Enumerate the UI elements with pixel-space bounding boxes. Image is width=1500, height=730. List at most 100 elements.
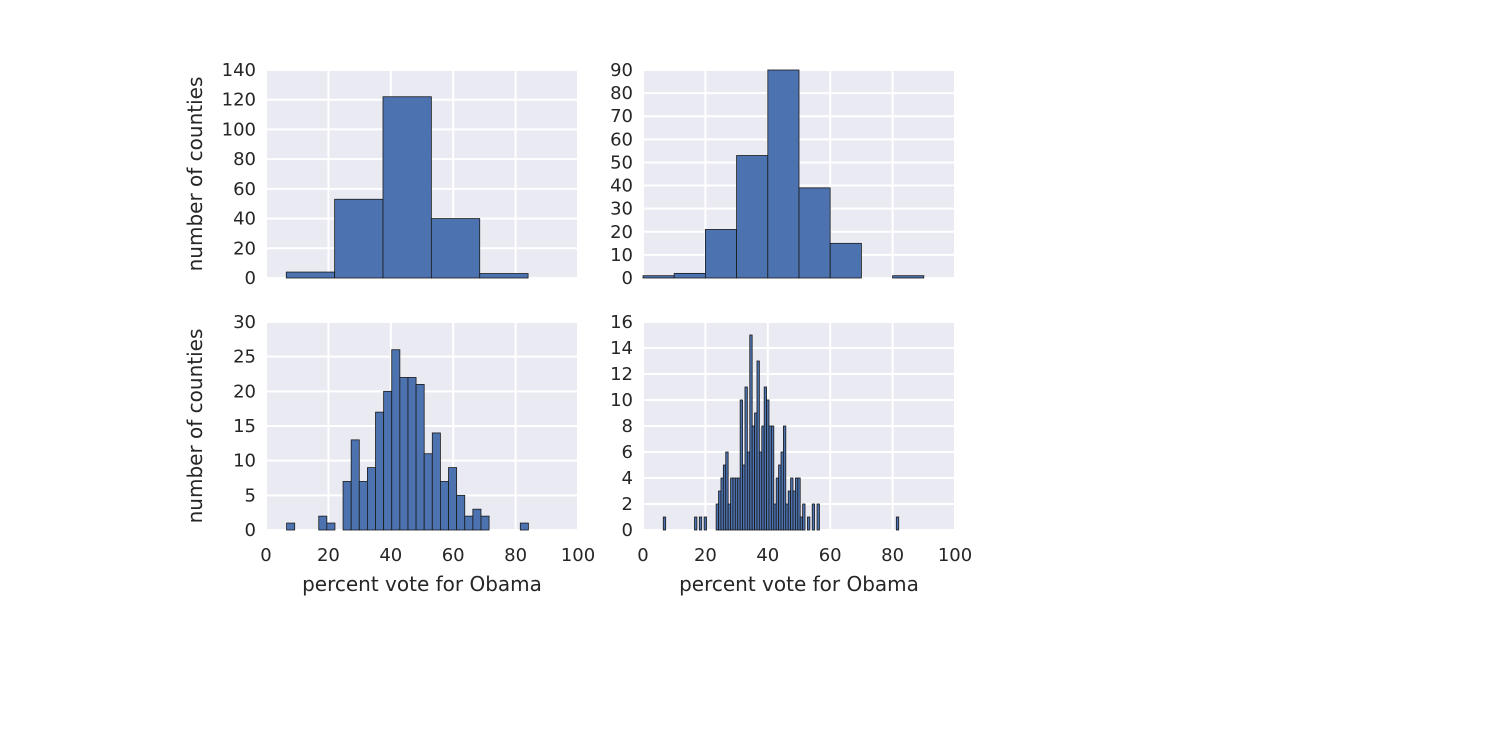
- histogram-bar: [285, 271, 336, 279]
- y-tick-label: 10: [233, 451, 256, 472]
- x-tick-label: 20: [317, 545, 340, 566]
- histogram-bar: [892, 275, 925, 279]
- y-tick-label: 30: [610, 199, 633, 220]
- y-tick-label: 2: [622, 494, 633, 515]
- y-tick-label: 0: [622, 520, 633, 541]
- histogram-bar: [816, 503, 820, 531]
- histogram-bar: [423, 453, 433, 531]
- histogram-bar: [480, 515, 490, 531]
- x-tick-label: 100: [938, 545, 972, 566]
- x-axis-label: percent vote for Obama: [679, 572, 919, 596]
- histogram-bar: [673, 272, 706, 279]
- histogram-bar: [694, 516, 698, 531]
- histogram-bar: [642, 275, 675, 279]
- y-tick-label: 40: [610, 176, 633, 197]
- histogram-bar: [756, 360, 760, 531]
- histogram-bar: [705, 229, 738, 279]
- histogram-bar: [519, 522, 529, 531]
- y-tick-label: 12: [610, 364, 633, 385]
- histogram-bar: [407, 377, 417, 531]
- histogram-bar: [725, 451, 729, 531]
- x-tick-label: 0: [637, 545, 648, 566]
- y-tick-label: 20: [233, 238, 256, 259]
- histogram-bar: [797, 477, 801, 531]
- y-tick-label: 5: [245, 485, 256, 506]
- histogram-bar: [456, 494, 466, 531]
- y-axis-label: number of counties: [183, 77, 207, 272]
- histogram-bar: [448, 467, 458, 531]
- histogram-bar: [895, 516, 900, 531]
- histogram-bar: [431, 432, 441, 531]
- histogram-bar: [375, 411, 385, 531]
- histogram-bar: [318, 515, 328, 531]
- histogram-bar: [358, 481, 368, 531]
- y-tick-label: 10: [610, 245, 633, 266]
- y-tick-label: 40: [233, 209, 256, 230]
- histogram-bar: [334, 198, 384, 279]
- histogram-bar: [770, 425, 775, 531]
- x-tick-label: 80: [504, 545, 527, 566]
- y-tick-label: 20: [233, 381, 256, 402]
- y-tick-label: 0: [245, 268, 256, 289]
- histogram-bar: [698, 516, 703, 531]
- histogram-bar: [326, 522, 336, 531]
- histogram-bar: [472, 508, 482, 531]
- histogram-bar: [767, 69, 800, 279]
- y-tick-label: 90: [610, 60, 633, 81]
- x-tick-label: 20: [694, 545, 717, 566]
- histogram-bar: [382, 96, 432, 279]
- histogram-bar: [464, 515, 474, 531]
- histogram-bar: [807, 516, 811, 531]
- x-tick-label: 80: [881, 545, 904, 566]
- y-tick-label: 30: [233, 312, 256, 333]
- histogram-bar: [703, 516, 707, 531]
- histogram-bar: [440, 481, 449, 531]
- histogram-bar: [479, 273, 529, 279]
- histogram-bar: [783, 425, 787, 531]
- x-tick-label: 60: [819, 545, 842, 566]
- histogram-bar: [415, 383, 425, 531]
- histogram-bar: [802, 503, 806, 531]
- y-tick-label: 80: [233, 149, 256, 170]
- y-tick-label: 100: [222, 119, 256, 140]
- x-axis-label: percent vote for Obama: [302, 572, 542, 596]
- y-tick-label: 50: [610, 152, 633, 173]
- histogram-bar: [399, 377, 409, 531]
- x-tick-label: 40: [379, 545, 402, 566]
- y-axis-label: number of counties: [183, 329, 207, 524]
- y-tick-label: 6: [622, 442, 633, 463]
- y-tick-label: 4: [622, 468, 633, 489]
- histogram-bar: [811, 503, 816, 531]
- y-tick-label: 70: [610, 106, 633, 127]
- y-tick-label: 15: [233, 416, 256, 437]
- histogram-bar: [430, 218, 481, 279]
- y-tick-label: 120: [222, 90, 256, 111]
- histogram-panel-top-left: 0 20 40 60 80 100 120 140 number of counties: [183, 60, 579, 289]
- histogram-panel-bottom-right: 0 2 4 6 8 10 12 14 16 0 20 40 60 80 100 percent vote fo…: [610, 312, 972, 596]
- histogram-bar: [383, 390, 393, 531]
- y-tick-label: 80: [610, 83, 633, 104]
- histogram-bar: [366, 467, 376, 531]
- y-tick-label: 60: [610, 129, 633, 150]
- y-tick-label: 14: [610, 338, 633, 359]
- y-tick-label: 10: [610, 390, 633, 411]
- y-tick-label: 0: [622, 268, 633, 289]
- y-tick-label: 0: [245, 520, 256, 541]
- y-tick-label: 60: [233, 179, 256, 200]
- histogram-bar: [798, 187, 831, 279]
- y-tick-label: 16: [610, 312, 633, 333]
- histogram-bar: [350, 439, 360, 531]
- x-tick-label: 40: [756, 545, 779, 566]
- histogram-bar: [662, 516, 667, 531]
- y-tick-label: 8: [622, 416, 633, 437]
- histogram-panel-bottom-left: 0 5 10 15 20 25 30 0 20 40 60 80 100 percent vote for…: [183, 312, 595, 596]
- x-tick-label: 100: [561, 545, 595, 566]
- y-tick-label: 20: [610, 222, 633, 243]
- histogram-bar: [736, 155, 769, 279]
- histogram-bar: [286, 522, 296, 531]
- histogram-bar: [342, 481, 352, 531]
- y-tick-label: 25: [233, 347, 256, 368]
- x-tick-label: 60: [442, 545, 465, 566]
- y-tick-label: 140: [222, 60, 256, 81]
- histogram-bar: [391, 349, 401, 531]
